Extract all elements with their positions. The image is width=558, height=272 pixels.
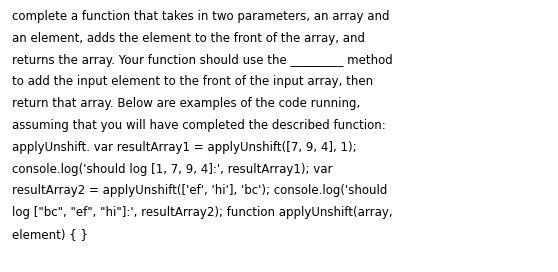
Text: log ["bc", "ef", "hi"]:', resultArray2); function applyUnshift(array,: log ["bc", "ef", "hi"]:', resultArray2);… bbox=[12, 206, 393, 219]
Text: applyUnshift. var resultArray1 = applyUnshift([7, 9, 4], 1);: applyUnshift. var resultArray1 = applyUn… bbox=[12, 141, 357, 154]
Text: to add the input element to the front of the input array, then: to add the input element to the front of… bbox=[12, 75, 373, 88]
Text: return that array. Below are examples of the code running,: return that array. Below are examples of… bbox=[12, 97, 360, 110]
Text: returns the array. Your function should use the _________ method: returns the array. Your function should … bbox=[12, 54, 393, 67]
Text: console.log('should log [1, 7, 9, 4]:', resultArray1); var: console.log('should log [1, 7, 9, 4]:', … bbox=[12, 163, 333, 176]
Text: element) { }: element) { } bbox=[12, 228, 88, 241]
Text: complete a function that takes in two parameters, an array and: complete a function that takes in two pa… bbox=[12, 10, 389, 23]
Text: assuming that you will have completed the described function:: assuming that you will have completed th… bbox=[12, 119, 386, 132]
Text: an element, adds the element to the front of the array, and: an element, adds the element to the fron… bbox=[12, 32, 365, 45]
Text: resultArray2 = applyUnshift(['ef', 'hi'], 'bc'); console.log('should: resultArray2 = applyUnshift(['ef', 'hi']… bbox=[12, 184, 387, 197]
